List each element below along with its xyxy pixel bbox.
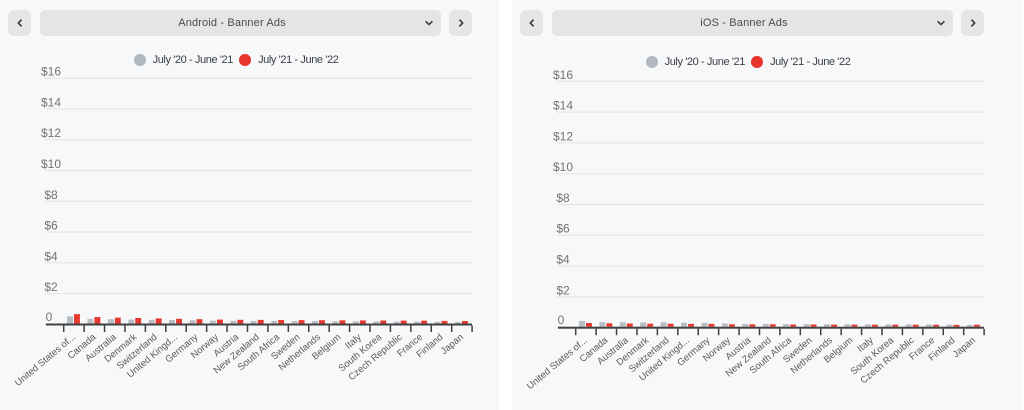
svg-text:$10: $10: [41, 157, 61, 171]
svg-text:$6: $6: [556, 222, 570, 236]
svg-text:United States of...: United States of...: [13, 332, 78, 389]
svg-text:$14: $14: [41, 95, 61, 109]
svg-text:$16: $16: [41, 65, 61, 79]
svg-text:$4: $4: [556, 252, 570, 266]
svg-text:$12: $12: [553, 129, 573, 143]
svg-text:0: 0: [46, 310, 53, 324]
svg-text:$14: $14: [553, 99, 573, 113]
svg-text:$2: $2: [44, 280, 58, 294]
svg-text:$10: $10: [553, 160, 573, 174]
svg-text:$16: $16: [553, 68, 573, 82]
svg-text:$12: $12: [41, 126, 61, 140]
svg-text:$8: $8: [556, 191, 570, 205]
svg-text:0: 0: [558, 313, 565, 327]
svg-text:$4: $4: [44, 249, 58, 263]
svg-text:$8: $8: [44, 188, 58, 202]
svg-text:Japan: Japan: [951, 335, 978, 360]
svg-text:United States of...: United States of...: [525, 335, 590, 392]
svg-text:$6: $6: [44, 219, 58, 233]
svg-text:Japan: Japan: [439, 332, 466, 357]
svg-text:$2: $2: [556, 283, 570, 297]
